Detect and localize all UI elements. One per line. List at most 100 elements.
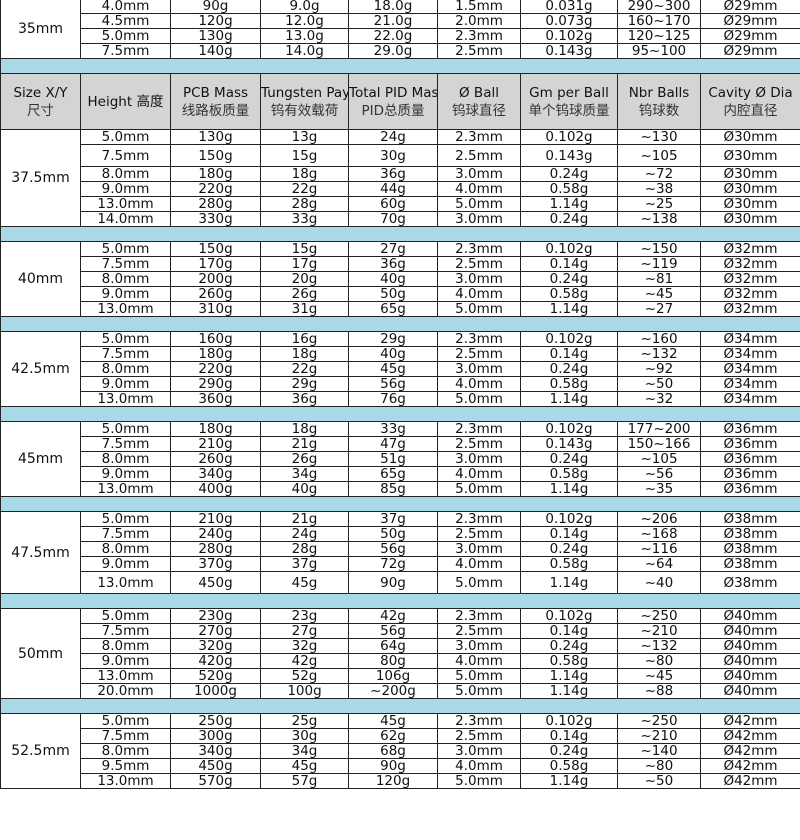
nbr-balls-cell: ~56 (617, 466, 701, 482)
pcb-mass-cell: 90g (170, 0, 261, 14)
cavity-dia-cell: Ø42mm (700, 773, 800, 789)
tungsten-payload-cell: 52g (260, 668, 349, 684)
column-header-zh: 钨有效载荷 (270, 102, 339, 119)
gm-per-ball-cell: 1.14g (520, 668, 618, 684)
total-pid-mass-cell: 47g (348, 436, 438, 452)
ball-diameter-cell: 3.0mm (437, 361, 521, 377)
pcb-mass-cell: 420g (170, 653, 261, 669)
height-cell: 9.0mm (80, 466, 171, 482)
pcb-mass-cell: 280g (170, 196, 261, 212)
cavity-dia-cell: Ø40mm (700, 608, 800, 624)
nbr-balls-cell: ~160 (617, 331, 701, 347)
height-cell: 8.0mm (80, 541, 171, 557)
nbr-balls-cell: ~64 (617, 556, 701, 572)
total-pid-mass-cell: 68g (348, 743, 438, 759)
total-pid-mass-cell: 65g (348, 466, 438, 482)
gm-per-ball-cell: 0.14g (520, 623, 618, 639)
table-row: 14.0mm 330g 33g 70g 3.0mm 0.24g ~138 Ø30mm (1, 211, 800, 227)
cavity-dia-cell: Ø36mm (700, 451, 800, 467)
height-cell: 5.0mm (80, 608, 171, 624)
height-cell: 7.5mm (80, 728, 171, 744)
gm-per-ball-cell: 0.102g (520, 129, 618, 145)
total-pid-mass-cell: 76g (348, 391, 438, 407)
height-cell: 8.0mm (80, 743, 171, 759)
gm-per-ball-cell: 0.58g (520, 181, 618, 197)
pcb-mass-cell: 220g (170, 361, 261, 377)
ball-diameter-cell: 2.3mm (437, 713, 521, 729)
table-row: 42.5mm 5.0mm 160g 16g 29g 2.3mm 0.102g ~160 Ø34m… (0, 331, 800, 407)
cavity-dia-cell: Ø36mm (700, 421, 800, 437)
column-header-en: Tungsten Payload (261, 84, 349, 101)
ball-diameter-cell: 2.0mm (437, 13, 521, 29)
height-cell: 13.0mm (80, 481, 171, 497)
nbr-balls-cell: ~138 (617, 211, 701, 227)
ball-diameter-cell: 3.0mm (437, 451, 521, 467)
table-row: 5.0mm 130g 13.0g 22.0g 2.3mm 0.102g 120~125 Ø29… (1, 28, 800, 44)
total-pid-mass-cell: 106g (348, 668, 438, 684)
pcb-mass-cell: 260g (170, 451, 261, 467)
cavity-dia-cell: Ø30mm (700, 181, 800, 197)
size-cell: 35mm (0, 0, 81, 59)
column-header-zh: 单个钨球质量 (528, 102, 610, 119)
table-row: 7.5mm 170g 17g 36g 2.5mm 0.14g ~119 Ø32mm (1, 256, 800, 272)
ball-diameter-cell: 3.0mm (437, 211, 521, 227)
cavity-dia-cell: Ø34mm (700, 346, 800, 362)
tungsten-payload-cell: 21g (260, 436, 349, 452)
total-pid-mass-cell: 60g (348, 196, 438, 212)
total-pid-mass-cell: 27g (348, 241, 438, 257)
column-header-en: PCB Mass (182, 84, 249, 101)
tungsten-payload-cell: 9.0g (260, 0, 349, 14)
gm-per-ball-cell: 0.24g (520, 451, 618, 467)
table-row: 45mm 5.0mm 180g 18g 33g 2.3mm 0.102g 177~200 Ø36… (0, 421, 800, 497)
cavity-dia-cell: Ø29mm (700, 0, 800, 14)
total-pid-mass-cell: 64g (348, 638, 438, 654)
tungsten-payload-cell: 18g (260, 166, 349, 182)
cavity-dia-cell: Ø40mm (700, 653, 800, 669)
total-pid-mass-cell: 42g (348, 608, 438, 624)
table-row: 13.0mm 310g 31g 65g 5.0mm 1.14g ~27 Ø32mm (1, 301, 800, 317)
height-cell: 13.0mm (80, 301, 171, 317)
total-pid-mass-cell: 80g (348, 653, 438, 669)
cavity-dia-cell: Ø30mm (700, 196, 800, 212)
ball-diameter-cell: 2.5mm (437, 623, 521, 639)
nbr-balls-cell: ~150 (617, 241, 701, 257)
total-pid-mass-cell: 90g (348, 758, 438, 774)
cavity-dia-cell: Ø40mm (700, 668, 800, 684)
tungsten-payload-cell: 20g (260, 271, 349, 287)
table-row: 52.5mm 5.0mm 250g 25g 45g 2.3mm 0.102g ~250 Ø42m… (0, 713, 800, 789)
separator-band (0, 698, 800, 714)
table-row: 9.0mm 220g 22g 44g 4.0mm 0.58g ~38 Ø30mm (1, 181, 800, 197)
column-header-en: Cavity Ø Dia (708, 84, 793, 101)
nbr-balls-cell: ~50 (617, 376, 701, 392)
total-pid-mass-cell: 72g (348, 556, 438, 572)
height-cell: 5.0mm (80, 241, 171, 257)
ball-diameter-cell: 5.0mm (437, 571, 521, 594)
gm-per-ball-cell: 0.14g (520, 526, 618, 542)
table-row: 8.0mm 280g 28g 56g 3.0mm 0.24g ~116 Ø38mm (1, 541, 800, 557)
column-header-en: Total PID Mass (349, 84, 438, 101)
total-pid-mass-cell: 36g (348, 256, 438, 272)
height-cell: 5.0mm (80, 713, 171, 729)
height-cell: 7.5mm (80, 256, 171, 272)
tungsten-payload-cell: 33g (260, 211, 349, 227)
ball-diameter-cell: 4.0mm (437, 286, 521, 302)
nbr-balls-cell: 150~166 (617, 436, 701, 452)
nbr-balls-cell: ~38 (617, 181, 701, 197)
height-cell: 9.0mm (80, 181, 171, 197)
tungsten-payload-cell: 16g (260, 331, 349, 347)
cavity-dia-cell: Ø29mm (700, 43, 800, 59)
ball-diameter-cell: 3.0mm (437, 166, 521, 182)
specs-table: 35mm 4.0mm 90g 9.0g 18.0g 1.5mm 0.031g 290~300 Ø… (0, 0, 800, 789)
table-row: 47.5mm 5.0mm 210g 21g 37g 2.3mm 0.102g ~206 Ø38m… (0, 511, 800, 594)
table-row: 8.0mm 220g 22g 45g 3.0mm 0.24g ~92 Ø34mm (1, 361, 800, 377)
height-cell: 9.0mm (80, 556, 171, 572)
tungsten-payload-cell: 30g (260, 728, 349, 744)
tungsten-payload-cell: 15g (260, 144, 349, 167)
ball-diameter-cell: 2.3mm (437, 421, 521, 437)
nbr-balls-cell: 290~300 (617, 0, 701, 14)
total-pid-mass-cell: 21.0g (348, 13, 438, 29)
cavity-dia-cell: Ø40mm (700, 638, 800, 654)
pcb-mass-cell: 150g (170, 144, 261, 167)
gm-per-ball-cell: 0.58g (520, 286, 618, 302)
pcb-mass-cell: 310g (170, 301, 261, 317)
